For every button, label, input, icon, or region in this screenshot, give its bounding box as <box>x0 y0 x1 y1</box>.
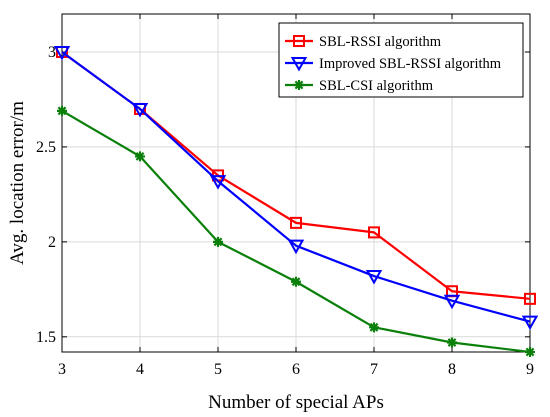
data-point-asterisk <box>447 337 457 348</box>
legend-entry-1: SBL-RSSI algorithm <box>285 34 442 50</box>
data-point-asterisk <box>291 276 301 287</box>
y-axis-label: Avg. location error/m <box>7 101 28 265</box>
data-point-asterisk <box>135 151 145 162</box>
data-point-triangle <box>365 270 383 285</box>
data-point-asterisk <box>57 105 67 116</box>
x-tick-label: 3 <box>58 361 66 378</box>
data-point-asterisk <box>294 80 304 90</box>
series-lines <box>53 45 539 357</box>
data-point-asterisk <box>213 236 223 247</box>
data-point-triangle <box>287 239 305 255</box>
axis-ticks: 3 4 5 6 7 8 9 1.5 2 2.5 3 <box>36 14 534 378</box>
legend-entry-2: Improved SBL-RSSI algorithm <box>285 56 502 72</box>
legend-label: Improved SBL-RSSI algorithm <box>319 56 502 72</box>
x-tick-label: 5 <box>214 361 222 378</box>
data-point-triangle <box>209 175 227 190</box>
y-tick-label: 2.5 <box>36 139 56 156</box>
data-point-triangle <box>53 45 71 61</box>
data-point-triangle <box>290 57 308 72</box>
series-2 <box>53 45 539 331</box>
y-tick-label: 1.5 <box>36 329 56 346</box>
data-point-triangle <box>443 294 461 310</box>
x-tick-label: 8 <box>448 361 456 378</box>
data-point-triangle <box>521 315 539 331</box>
x-tick-label: 7 <box>370 361 378 378</box>
x-tick-label: 9 <box>526 361 534 378</box>
legend: SBL-RSSI algorithm Improved SBL-RSSI algo… <box>278 22 524 98</box>
x-tick-label: 4 <box>136 361 144 378</box>
data-point-square <box>290 216 302 229</box>
x-tick-label: 6 <box>292 361 300 378</box>
y-tick-label: 3 <box>48 44 56 61</box>
legend-box <box>278 22 524 98</box>
x-axis-label: Number of special APs <box>208 392 384 413</box>
data-point-asterisk <box>525 347 535 357</box>
data-point-square <box>524 292 536 305</box>
series-3 <box>57 105 535 357</box>
y-tick-label: 2 <box>48 234 56 251</box>
data-point-square <box>293 35 305 47</box>
legend-label: SBL-RSSI algorithm <box>319 34 442 50</box>
legend-label: SBL-CSI algorithm <box>319 78 434 94</box>
data-point-triangle <box>131 102 149 118</box>
data-point-asterisk <box>369 322 379 333</box>
data-point-square <box>368 226 380 239</box>
legend-entry-3: SBL-CSI algorithm <box>285 78 434 94</box>
series-line <box>61 51 531 323</box>
